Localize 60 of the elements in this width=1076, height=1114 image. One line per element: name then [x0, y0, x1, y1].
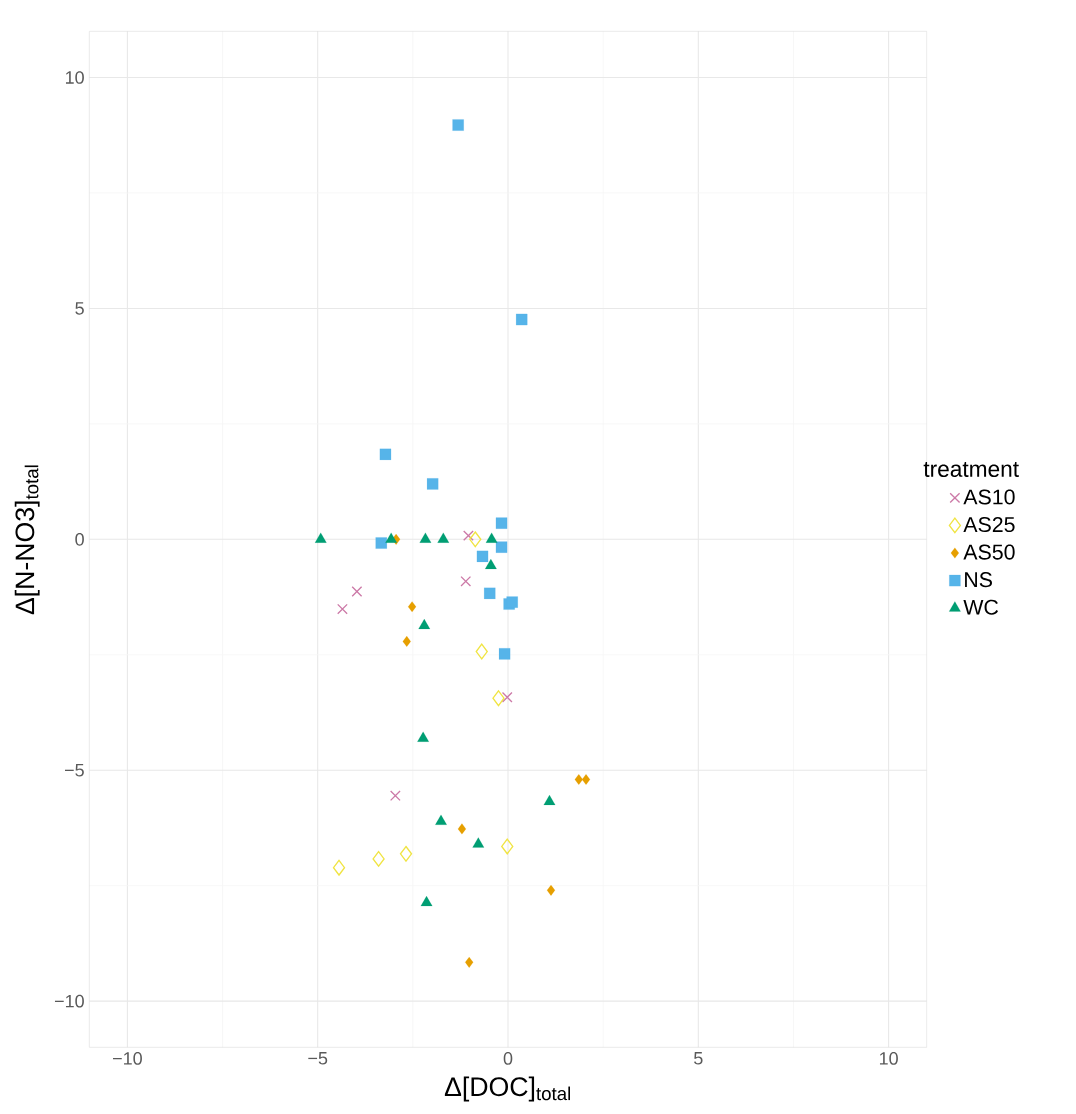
legend-label: AS10 [963, 489, 1015, 505]
point [475, 643, 488, 660]
point [399, 845, 413, 862]
point [543, 794, 556, 806]
point [460, 575, 472, 587]
legend-title: treatment [923, 462, 1019, 477]
point [379, 448, 392, 461]
point [469, 531, 482, 548]
x-tick-label: 0 [503, 1052, 513, 1065]
point [389, 790, 401, 802]
x-tick-label: −5 [308, 1052, 328, 1065]
legend-label: AS50 [963, 544, 1015, 560]
y-tick-label: 5 [75, 302, 84, 315]
point [501, 691, 513, 703]
point [375, 537, 387, 549]
point [472, 837, 485, 848]
point [465, 956, 474, 968]
point [385, 532, 397, 543]
point [426, 478, 439, 490]
point [485, 558, 497, 570]
point [417, 731, 429, 742]
legend-label: WC [963, 599, 999, 615]
x-tick-label: −10 [113, 1052, 142, 1065]
point [492, 690, 505, 707]
point [457, 823, 467, 835]
x-tick-label: 5 [694, 1052, 703, 1065]
point [437, 532, 450, 543]
point [452, 119, 464, 131]
point [372, 850, 385, 867]
x-tick-label: 10 [879, 1052, 898, 1065]
point [498, 648, 511, 660]
y-tick-label: 0 [75, 532, 84, 546]
point [484, 587, 496, 600]
point [435, 814, 447, 825]
legend-label: AS25 [963, 516, 1015, 533]
point [418, 618, 431, 630]
point [476, 550, 489, 563]
point [574, 774, 583, 785]
point [495, 541, 508, 553]
point [408, 601, 417, 613]
point [332, 859, 346, 876]
point [495, 517, 508, 529]
point [501, 838, 514, 855]
point [337, 603, 348, 615]
point [516, 313, 528, 326]
y-tick-label: −5 [64, 763, 84, 777]
x-axis-title: Δ[DOC]$_{total}$ [444, 1076, 571, 1102]
y-tick-label: 10 [65, 71, 84, 84]
point [419, 532, 432, 543]
point [485, 532, 498, 543]
y-tick-label: −10 [54, 994, 84, 1008]
point [351, 586, 363, 597]
y-axis-title: Δ[N-NO3]$_{total}$ [14, 465, 40, 615]
point [402, 635, 411, 647]
point [420, 896, 433, 907]
point [314, 532, 327, 543]
point [581, 774, 591, 785]
legend-label: NS [965, 572, 992, 588]
point [546, 884, 556, 896]
point [463, 530, 474, 542]
